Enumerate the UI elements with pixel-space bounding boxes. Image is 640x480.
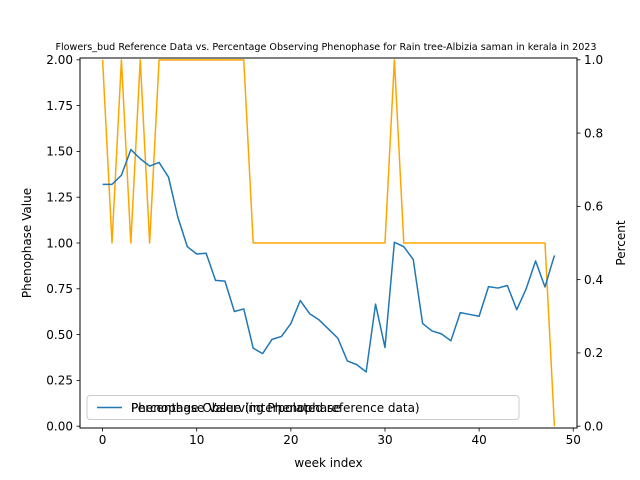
left-y-axis: 0.00 0.25 0.50 0.75 1.00 1.25 1.50 1.75 2.00	[46, 53, 80, 433]
x-tick-label: 50	[566, 433, 581, 447]
series-line-phenophase-value	[101, 59, 556, 427]
right-y-tick-label: 0.6	[584, 200, 603, 214]
right-y-axis-label: Percent	[614, 220, 628, 265]
series-line-percentage-observing	[102, 148, 556, 373]
legend: Percentage Observing Phenophase Phenopha…	[86, 395, 520, 420]
left-y-tick-label: 0.00	[46, 419, 73, 433]
left-y-tick-label: 2.00	[46, 53, 73, 67]
right-y-axis: 0.0 0.2 0.4 0.6 0.8 1.0	[577, 53, 603, 433]
plot-area	[101, 59, 556, 427]
right-y-tick-label: 1.0	[584, 53, 603, 67]
legend-box	[86, 395, 520, 420]
right-y-tick-label: 0.4	[584, 273, 603, 287]
left-y-tick-label: 0.25	[46, 374, 73, 388]
left-y-tick-label: 1.00	[46, 236, 73, 250]
x-tick-label: 0	[99, 433, 107, 447]
right-y-tick-label: 0.0	[584, 419, 603, 433]
x-axis-label: week index	[294, 456, 362, 470]
x-axis: 0 10 20 30 40 50	[99, 428, 581, 447]
left-y-tick-label: 1.25	[46, 191, 73, 205]
right-y-tick-label: 0.2	[584, 346, 603, 360]
legend-label-percentage: Percentage Observing Phenophase	[131, 401, 341, 415]
left-y-tick-label: 1.75	[46, 99, 73, 113]
left-y-tick-label: 0.50	[46, 328, 73, 342]
legend-label-phenophase-value: Phenophase Value (interpolated reference…	[131, 401, 420, 415]
x-tick-label: 20	[283, 433, 298, 447]
x-tick-label: 10	[189, 433, 204, 447]
x-tick-label: 30	[377, 433, 392, 447]
chart-title: Flowers_bud Reference Data vs. Percentag…	[55, 42, 596, 53]
x-tick-label: 40	[471, 433, 486, 447]
right-y-tick-label: 0.8	[584, 126, 603, 140]
plot-frame	[79, 57, 578, 429]
left-y-tick-label: 0.75	[46, 282, 73, 296]
left-y-axis-label: Phenophase Value	[20, 188, 34, 298]
left-y-tick-label: 1.50	[46, 145, 73, 159]
